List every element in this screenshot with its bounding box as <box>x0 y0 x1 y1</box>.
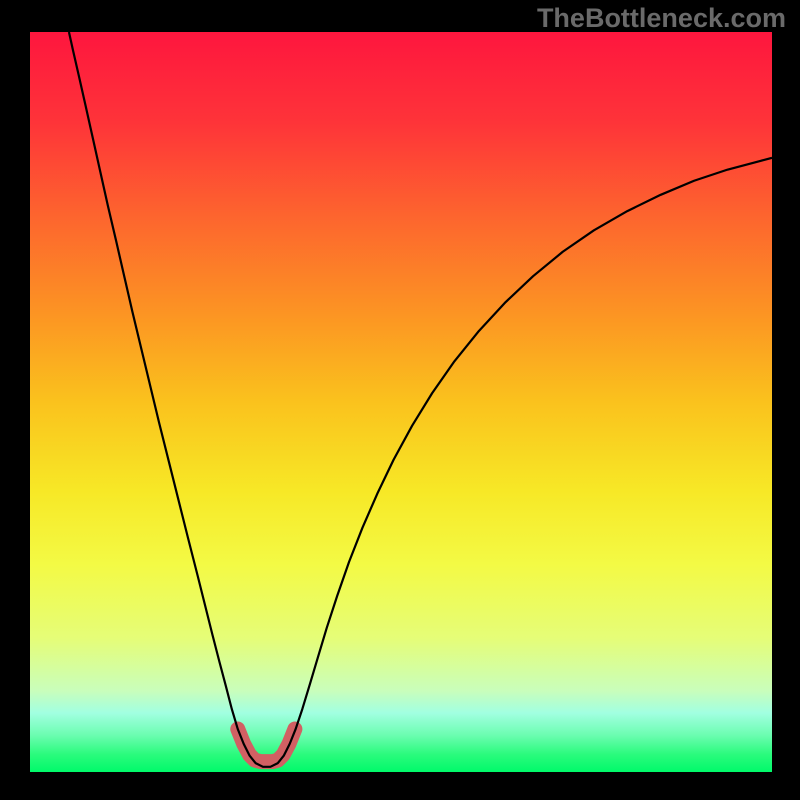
plot-background <box>30 32 772 772</box>
bottleneck-curve-plot <box>30 32 772 772</box>
watermark-text: TheBottleneck.com <box>537 3 786 34</box>
chart-outer-frame: TheBottleneck.com <box>0 0 800 800</box>
